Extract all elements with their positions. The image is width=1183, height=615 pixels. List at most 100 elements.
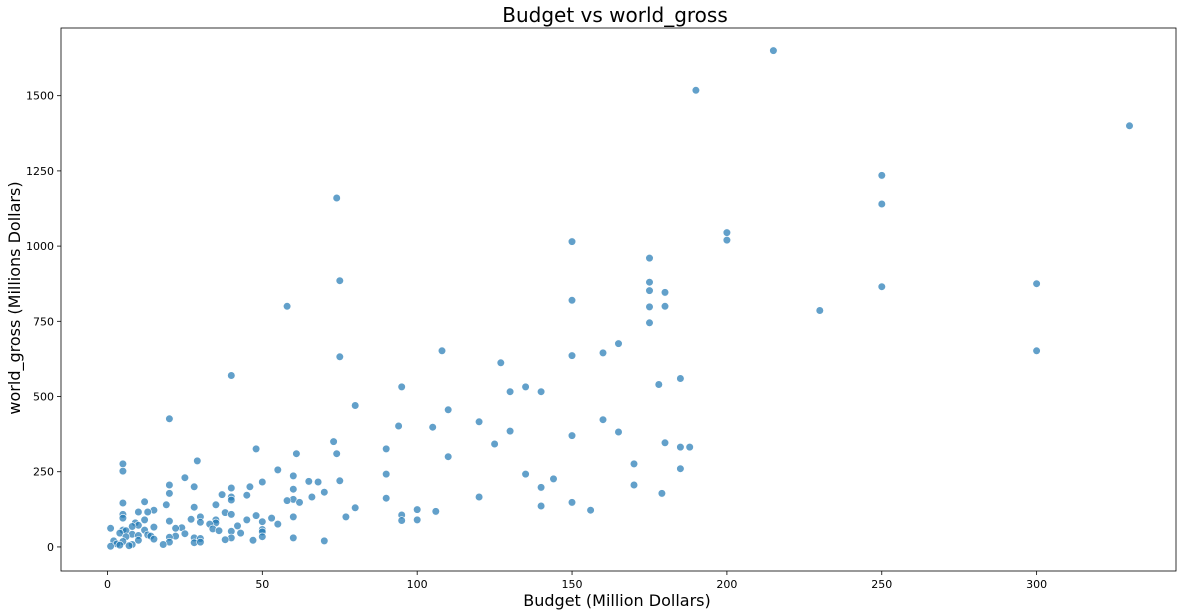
data-point — [332, 193, 341, 203]
data-point — [140, 497, 149, 506]
data-point — [490, 439, 499, 449]
data-point — [877, 282, 886, 291]
data-point — [267, 513, 276, 523]
y-tick-label: 500 — [33, 391, 54, 404]
data-point — [242, 491, 251, 500]
x-tick-label: 100 — [407, 578, 428, 591]
x-tick-label: 250 — [871, 578, 892, 591]
data-point — [413, 515, 422, 525]
y-tick-label: 1250 — [26, 165, 54, 178]
x-tick-label: 150 — [562, 578, 583, 591]
data-point — [115, 540, 124, 550]
data-point — [196, 518, 205, 527]
data-point — [125, 541, 134, 550]
data-point — [676, 443, 685, 452]
data-point — [314, 477, 323, 487]
data-point — [382, 494, 391, 503]
data-point — [162, 500, 171, 509]
data-point — [165, 414, 174, 423]
data-point — [289, 533, 298, 543]
data-point — [196, 537, 205, 547]
data-point — [815, 306, 824, 315]
data-point — [586, 506, 595, 515]
y-tick-label: 1000 — [26, 240, 54, 253]
data-point — [598, 348, 608, 358]
data-point — [351, 401, 360, 410]
data-point — [245, 482, 254, 491]
data-point — [1032, 346, 1041, 355]
data-point — [236, 528, 245, 538]
x-axis-title: Budget (Million Dollars) — [523, 591, 710, 610]
data-point — [140, 515, 149, 525]
data-point — [283, 302, 292, 311]
data-point — [118, 459, 127, 469]
data-point — [645, 278, 654, 287]
data-point — [258, 477, 267, 487]
data-point — [320, 536, 329, 546]
data-point — [496, 358, 505, 367]
data-point — [645, 254, 654, 263]
data-point — [341, 512, 351, 522]
data-point — [115, 528, 124, 538]
data-point — [227, 495, 236, 505]
data-point — [660, 302, 670, 311]
data-point — [292, 449, 301, 458]
data-point — [214, 526, 224, 535]
data-point — [165, 480, 174, 490]
data-point — [437, 346, 447, 355]
data-point — [645, 302, 654, 312]
data-point — [444, 405, 453, 414]
data-point — [428, 423, 437, 432]
data-point — [691, 86, 701, 95]
data-point — [329, 437, 338, 446]
data-point — [645, 318, 654, 327]
data-point — [1032, 279, 1041, 288]
data-point — [567, 237, 577, 246]
data-point — [521, 382, 530, 392]
data-point — [227, 510, 236, 519]
data-point — [289, 485, 298, 494]
data-point — [258, 532, 267, 541]
data-point — [506, 387, 515, 396]
data-point — [722, 228, 732, 237]
data-point — [273, 465, 282, 475]
y-tick-label: 250 — [33, 466, 54, 479]
data-point — [233, 521, 242, 531]
data-point — [676, 374, 685, 383]
data-point — [227, 483, 236, 493]
chart-title: Budget vs world_gross — [502, 3, 728, 27]
data-point — [660, 288, 670, 297]
data-point — [332, 449, 341, 458]
data-point — [660, 438, 670, 447]
data-point — [614, 339, 623, 348]
data-point — [397, 516, 406, 525]
data-point — [180, 473, 189, 482]
data-point — [187, 515, 196, 524]
data-point — [118, 467, 127, 476]
data-point — [193, 456, 202, 466]
data-point — [258, 517, 267, 526]
data-point — [218, 490, 227, 499]
data-point — [567, 498, 577, 507]
data-point — [431, 507, 440, 516]
data-point — [629, 459, 639, 469]
data-point — [397, 382, 406, 392]
x-axis: 0 50 100 150 200 250 300 — [104, 571, 1047, 591]
data-point — [413, 505, 422, 514]
data-point — [252, 511, 261, 520]
data-point — [242, 515, 251, 525]
data-point — [335, 352, 344, 361]
data-point — [475, 417, 484, 426]
data-point — [134, 536, 143, 545]
data-point — [1125, 121, 1134, 130]
data-point — [769, 46, 778, 55]
data-point — [149, 534, 158, 544]
data-point — [159, 540, 168, 549]
data-point — [657, 489, 667, 498]
data-point — [180, 529, 189, 538]
data-point — [190, 482, 199, 491]
data-point — [722, 236, 732, 245]
data-point — [614, 427, 623, 437]
